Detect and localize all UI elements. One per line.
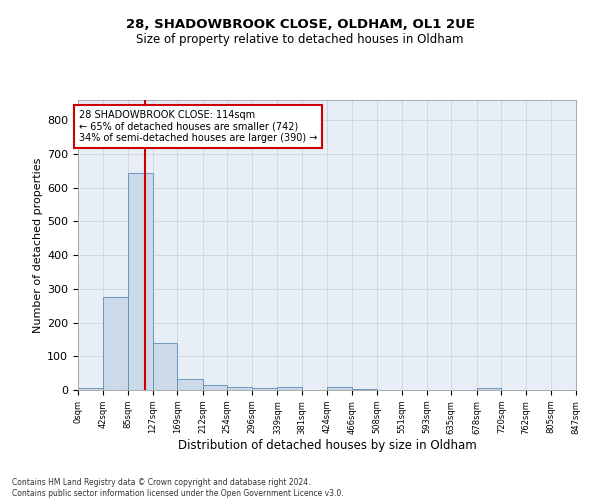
Bar	[103, 298, 128, 390]
Text: Size of property relative to detached houses in Oldham: Size of property relative to detached ho…	[136, 32, 464, 46]
Bar	[252, 388, 277, 390]
Text: Contains HM Land Registry data © Crown copyright and database right 2024.
Contai: Contains HM Land Registry data © Crown c…	[12, 478, 344, 498]
Bar	[327, 388, 352, 390]
Text: 28 SHADOWBROOK CLOSE: 114sqm
← 65% of detached houses are smaller (742)
34% of s: 28 SHADOWBROOK CLOSE: 114sqm ← 65% of de…	[79, 110, 317, 144]
Bar	[178, 379, 203, 390]
X-axis label: Distribution of detached houses by size in Oldham: Distribution of detached houses by size …	[178, 440, 476, 452]
Text: 28, SHADOWBROOK CLOSE, OLDHAM, OL1 2UE: 28, SHADOWBROOK CLOSE, OLDHAM, OL1 2UE	[125, 18, 475, 30]
Bar	[227, 386, 252, 390]
Bar	[203, 385, 227, 390]
Bar	[78, 388, 103, 390]
Bar	[152, 343, 178, 390]
Bar	[476, 388, 502, 390]
Bar	[128, 172, 152, 390]
Y-axis label: Number of detached properties: Number of detached properties	[33, 158, 43, 332]
Bar	[277, 388, 302, 390]
